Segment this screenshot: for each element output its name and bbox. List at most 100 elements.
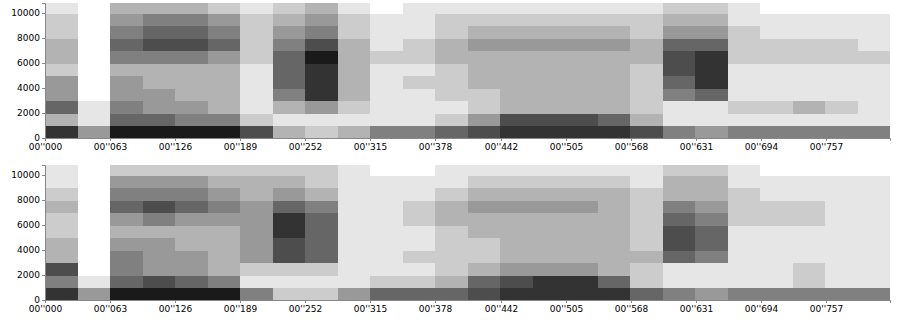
spectrogram-cell xyxy=(533,88,566,101)
spectrogram-cell xyxy=(598,263,631,276)
spectrogram-cell xyxy=(793,88,826,101)
spectrogram-cell xyxy=(598,225,631,238)
spectrogram-cell xyxy=(793,225,826,238)
spectrogram-cell xyxy=(403,88,436,101)
spectrogram-cell xyxy=(565,101,598,114)
x-tick-label: 00''568 xyxy=(615,304,649,314)
spectrogram-cell xyxy=(338,200,371,213)
spectrogram-cell xyxy=(435,26,468,39)
spectrogram-cell xyxy=(858,200,891,213)
spectrogram-cell xyxy=(273,101,306,114)
spectrogram-cell xyxy=(435,250,468,263)
spectrogram-panel: 00''00000''06300''12600''18900''25200''3… xyxy=(11,3,890,152)
spectrogram-cell xyxy=(663,288,696,301)
spectrogram-cell xyxy=(598,165,631,176)
spectrogram-cell xyxy=(175,3,208,14)
spectrogram-cell xyxy=(663,101,696,114)
spectrogram-cell xyxy=(435,238,468,251)
spectrogram-cell xyxy=(825,200,858,213)
spectrogram-cell xyxy=(338,263,371,276)
spectrogram-cell xyxy=(695,63,728,76)
spectrogram-cell xyxy=(143,126,176,139)
spectrogram-cell xyxy=(663,175,696,188)
spectrogram-cell xyxy=(468,263,501,276)
x-tick-mark xyxy=(826,138,827,141)
spectrogram-cell xyxy=(45,165,78,176)
spectrogram-cell xyxy=(240,101,273,114)
spectrogram-cell xyxy=(825,63,858,76)
spectrogram-cell xyxy=(78,88,111,101)
spectrogram-cell xyxy=(143,188,176,201)
spectrogram-cell xyxy=(403,76,436,89)
spectrogram-cell xyxy=(338,63,371,76)
spectrogram-cell xyxy=(760,13,793,26)
spectrogram-cell xyxy=(305,250,338,263)
x-axis-line xyxy=(46,139,891,142)
spectrogram-cell xyxy=(305,275,338,288)
spectrogram-cell xyxy=(403,263,436,276)
spectrogram-cell xyxy=(370,188,403,201)
spectrogram-cell xyxy=(403,113,436,126)
spectrogram-cell xyxy=(78,238,111,251)
x-tick-mark xyxy=(435,138,436,141)
spectrogram-cell xyxy=(598,51,631,64)
spectrogram-cell xyxy=(630,288,663,301)
spectrogram-cell xyxy=(403,275,436,288)
spectrogram-cell xyxy=(370,13,403,26)
spectrogram-cell xyxy=(663,250,696,263)
spectrogram-cell xyxy=(500,288,533,301)
spectrogram-cell xyxy=(208,263,241,276)
spectrogram-cell xyxy=(760,250,793,263)
x-tick: 00''505 xyxy=(550,138,584,152)
spectrogram-cell xyxy=(630,213,663,226)
x-tick: 00''189 xyxy=(224,300,258,314)
spectrogram-cell xyxy=(175,165,208,176)
spectrogram-cell xyxy=(858,225,891,238)
spectrogram-cell xyxy=(175,126,208,139)
spectrogram-cell xyxy=(208,188,241,201)
y-tick: 0 xyxy=(34,133,45,143)
spectrogram-cell xyxy=(435,188,468,201)
x-tick: 00''126 xyxy=(159,300,193,314)
spectrogram-cell xyxy=(435,76,468,89)
spectrogram-cell xyxy=(728,26,761,39)
spectrogram-cell xyxy=(630,51,663,64)
spectrogram-cell xyxy=(695,225,728,238)
y-tick-mark xyxy=(42,13,45,14)
spectrogram-cell xyxy=(468,13,501,26)
spectrogram-cell xyxy=(630,165,663,176)
spectrogram-cell xyxy=(403,200,436,213)
spectrogram-cell xyxy=(403,126,436,139)
spectrogram-cell xyxy=(825,101,858,114)
spectrogram-cell xyxy=(273,126,306,139)
spectrogram-cell xyxy=(500,76,533,89)
spectrogram-cell xyxy=(695,213,728,226)
spectrogram-cell xyxy=(468,213,501,226)
y-tick: 2000 xyxy=(17,108,45,118)
spectrogram-cell xyxy=(78,288,111,301)
spectrogram-cell xyxy=(143,175,176,188)
spectrogram-cell xyxy=(305,200,338,213)
spectrogram-cell xyxy=(630,188,663,201)
spectrogram-cell xyxy=(598,76,631,89)
spectrogram-cell xyxy=(500,225,533,238)
spectrogram-cell xyxy=(78,175,111,188)
spectrogram-cell xyxy=(435,213,468,226)
spectrogram-cell xyxy=(208,101,241,114)
spectrogram-cell xyxy=(728,51,761,64)
y-tick-label: 4000 xyxy=(17,83,40,93)
spectrogram-cell xyxy=(825,213,858,226)
spectrogram-cell xyxy=(143,26,176,39)
spectrogram-cell xyxy=(208,113,241,126)
spectrogram-cell xyxy=(858,26,891,39)
x-tick-label: 00''063 xyxy=(94,142,128,152)
spectrogram-cell xyxy=(760,126,793,139)
spectrogram-cell xyxy=(728,200,761,213)
spectrogram-cell xyxy=(305,213,338,226)
x-tick: 00''378 xyxy=(419,300,453,314)
spectrogram-cell xyxy=(45,113,78,126)
spectrogram-cell xyxy=(533,63,566,76)
x-tick-label: 00''505 xyxy=(550,304,584,314)
spectrogram-cell xyxy=(143,275,176,288)
spectrogram-cell xyxy=(793,26,826,39)
